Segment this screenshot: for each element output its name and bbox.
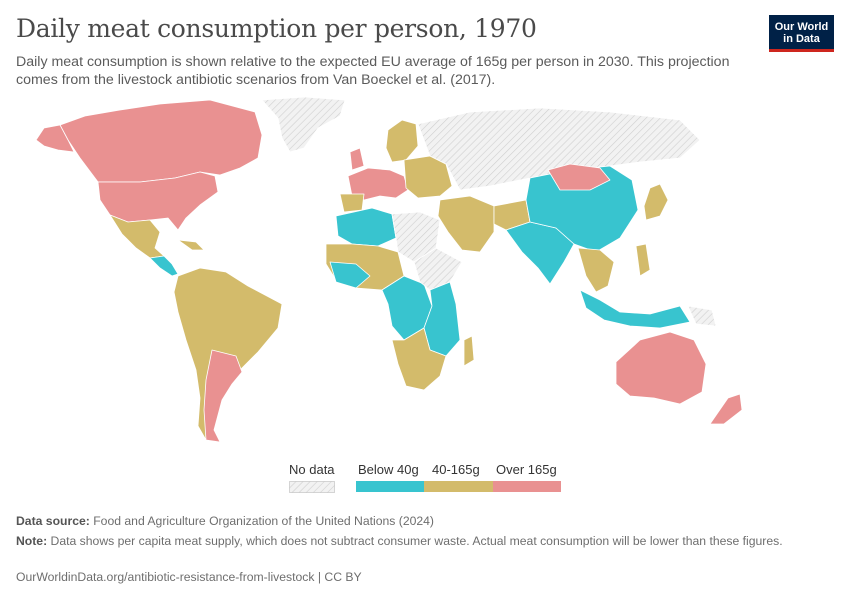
- owid-logo[interactable]: Our World in Data: [769, 15, 834, 52]
- footer-url[interactable]: OurWorldinData.org/antibiotic-resistance…: [16, 570, 362, 584]
- region-central-america[interactable]: [149, 255, 179, 277]
- region-southeast-asia[interactable]: [577, 247, 615, 293]
- source-text[interactable]: Food and Agriculture Organization of the…: [93, 514, 434, 528]
- legend-bin-swatch-1[interactable]: [424, 481, 493, 492]
- chart-title: Daily meat consumption per person, 1970: [16, 14, 537, 43]
- region-east-africa[interactable]: [423, 281, 461, 357]
- legend-bin-swatch-0[interactable]: [356, 481, 424, 492]
- region-japan[interactable]: [643, 183, 669, 221]
- region-iberia[interactable]: [339, 193, 365, 213]
- region-mexico[interactable]: [109, 214, 165, 259]
- legend-bin-swatch-2[interactable]: [493, 481, 561, 492]
- region-indonesia[interactable]: [579, 289, 691, 329]
- region-canada[interactable]: [59, 99, 263, 183]
- region-new-zealand[interactable]: [709, 393, 743, 425]
- region-png[interactable]: [687, 305, 717, 327]
- logo-line-1: Our World: [774, 21, 829, 33]
- region-australia[interactable]: [615, 331, 707, 405]
- source-label: Data source:: [16, 514, 90, 528]
- region-madagascar[interactable]: [463, 335, 475, 367]
- chart-subtitle: Daily meat consumption is shown relative…: [16, 54, 730, 88]
- region-middle-east[interactable]: [437, 195, 495, 253]
- note-label: Note:: [16, 534, 48, 548]
- region-west-africa-coast[interactable]: [329, 261, 371, 289]
- region-mongolia[interactable]: [547, 163, 611, 191]
- note: Note: Data shows per capita meat supply,…: [16, 534, 796, 549]
- region-uk[interactable]: [349, 147, 365, 171]
- logo-line-2: in Data: [783, 33, 820, 45]
- region-greenland[interactable]: [261, 96, 346, 153]
- region-russia[interactable]: [417, 107, 701, 191]
- world-map[interactable]: [0, 95, 850, 455]
- note-text: Data shows per capita meat supply, which…: [50, 534, 783, 548]
- legend-bin-label-0: Below 40g: [358, 462, 419, 477]
- region-china[interactable]: [525, 165, 639, 253]
- region-southern-africa[interactable]: [391, 327, 447, 391]
- region-caribbean[interactable]: [177, 239, 205, 251]
- legend-no-data-swatch: [289, 481, 335, 493]
- legend-bin-label-1: 40-165g: [432, 462, 480, 477]
- legend-bin-label-2: Over 165g: [496, 462, 557, 477]
- data-source: Data source: Food and Agriculture Organi…: [16, 514, 434, 529]
- region-philippines[interactable]: [635, 243, 651, 277]
- region-alaska[interactable]: [35, 124, 75, 153]
- region-argentina[interactable]: [203, 349, 243, 443]
- region-scandinavia[interactable]: [385, 119, 419, 163]
- legend-no-data-label: No data: [289, 462, 335, 477]
- region-north-africa[interactable]: [335, 207, 397, 247]
